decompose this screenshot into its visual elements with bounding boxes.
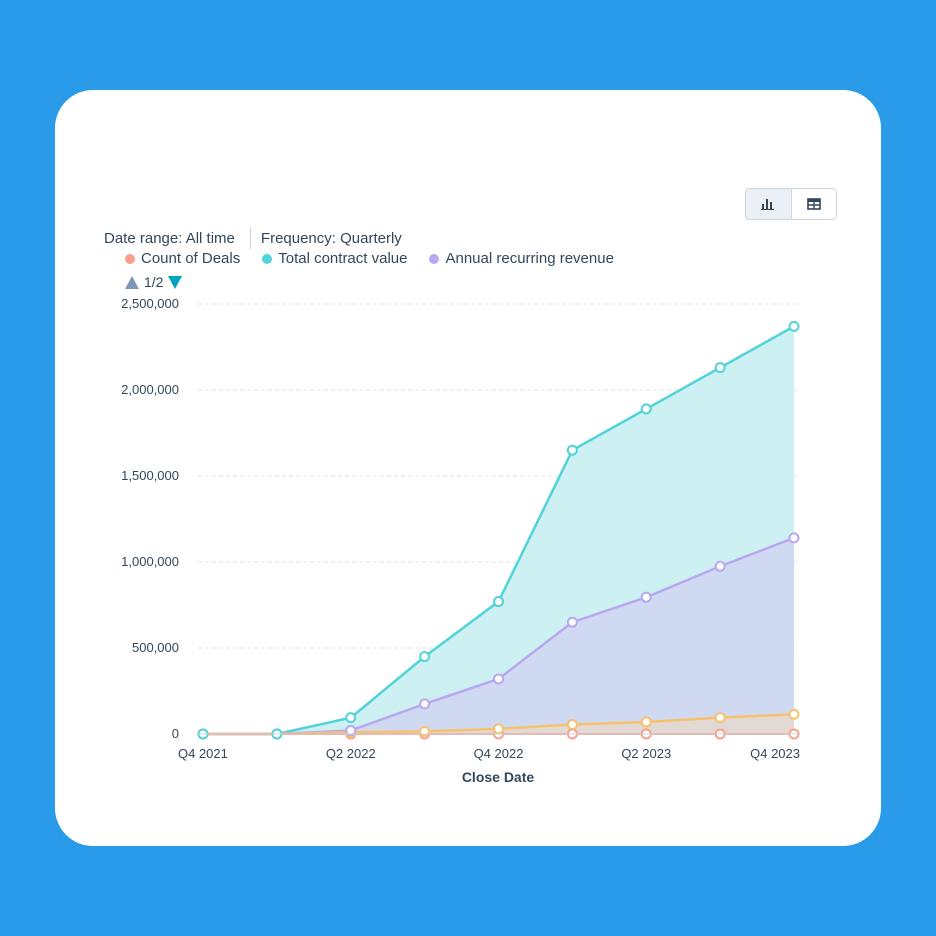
point-annual-recurring-revenue — [566, 616, 578, 628]
point-count — [566, 719, 578, 731]
legend-dot — [429, 253, 440, 264]
x-axis-title: Close Date — [462, 769, 535, 785]
x-tick-label: Q2 2022 — [326, 746, 376, 761]
x-tick-label: Q2 2023 — [621, 746, 671, 761]
point-annual-recurring-revenue — [714, 560, 726, 572]
legend-label: Total contract value — [278, 250, 408, 267]
chart-view-button[interactable] — [746, 189, 792, 219]
point-count — [419, 725, 431, 737]
legend-label: Count of Deals — [141, 250, 241, 267]
legend-dot — [262, 253, 273, 264]
point-annual-recurring-revenue — [788, 532, 800, 544]
chart-legend: Count of Deals Total contract value Annu… — [125, 250, 636, 267]
point-annual-recurring-revenue — [419, 698, 431, 710]
pager-down-icon[interactable] — [168, 275, 183, 289]
point-total-contract-value — [640, 403, 652, 415]
point-count — [714, 712, 726, 724]
legend-dot — [125, 253, 135, 264]
point-total-contract-value — [345, 712, 357, 724]
x-tick-label: Q4 2023 — [750, 746, 800, 761]
y-tick-label: 2,000,000 — [121, 382, 179, 397]
table-view-button[interactable] — [792, 189, 837, 219]
legend-pager: 1/2 — [125, 274, 183, 290]
filter-bar: Date range: All time Frequency: Quarterl… — [104, 227, 402, 249]
point-total-contract-value — [788, 320, 800, 332]
legend-item-total-contract-value[interactable]: Total contract value — [262, 250, 407, 267]
x-tick-label: Q4 2022 — [474, 746, 524, 761]
pager-label: 1/2 — [144, 274, 164, 290]
point-total-contract-value — [566, 444, 578, 456]
point-count — [493, 723, 504, 735]
report-card: Date range: All time Frequency: Quarterl… — [55, 90, 881, 846]
filter-divider — [249, 227, 251, 249]
date-range-filter[interactable]: Date range: All time — [104, 229, 235, 247]
pager-up-icon[interactable] — [125, 275, 139, 289]
point-annual-recurring-revenue — [640, 591, 652, 603]
point-total-contract-value — [419, 651, 431, 663]
y-tick-label: 500,000 — [132, 640, 179, 655]
legend-item-count-of-deals[interactable]: Count of Deals — [125, 250, 240, 267]
legend-label: Annual recurring revenue — [445, 250, 614, 267]
y-tick-label: 2,500,000 — [121, 296, 179, 311]
view-toggle — [745, 188, 837, 220]
y-tick-label: 0 — [172, 726, 179, 741]
x-tick-label: Q4 2021 — [178, 746, 228, 761]
legend-item-annual-recurring-revenue[interactable]: Annual recurring revenue — [429, 250, 614, 267]
y-tick-label: 1,500,000 — [121, 468, 179, 483]
point-total-contract-value — [714, 362, 726, 374]
frequency-filter[interactable]: Frequency: Quarterly — [260, 229, 402, 247]
point-annual-recurring-revenue — [345, 725, 357, 737]
chart-plot: 0 500,000 1,000,000 1,500,000 2,000,000 2,500… — [121, 296, 800, 785]
point-count — [788, 708, 800, 720]
point-total-contract-value — [493, 596, 504, 608]
table-icon — [806, 198, 821, 210]
area-annual-recurring-revenue — [203, 537, 794, 734]
point-annual-recurring-revenue — [493, 673, 504, 685]
y-tick-label: 1,000,000 — [121, 554, 179, 569]
point-count — [640, 716, 652, 728]
chart-icon — [761, 199, 775, 210]
